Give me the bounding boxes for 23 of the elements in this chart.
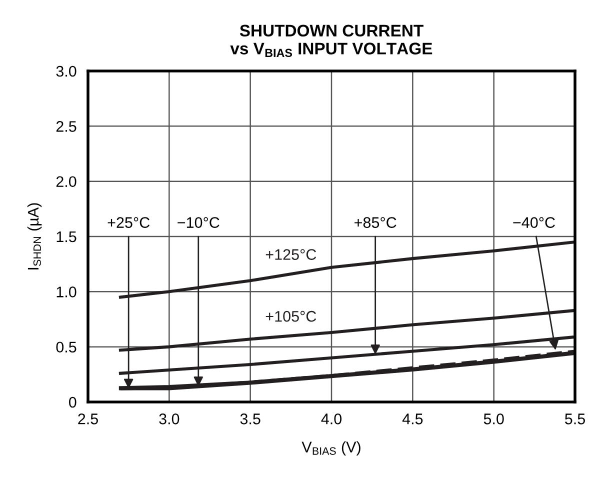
y-axis-title: I$_{SHDN}$ (µA) xyxy=(27,203,42,270)
x-tick-label: 3.0 xyxy=(159,414,180,424)
x-tick-label: 5.5 xyxy=(564,414,585,424)
series-label: +105°C xyxy=(266,310,316,322)
series-label: +125°C xyxy=(266,249,316,260)
x-tick-label: 4.5 xyxy=(402,414,423,424)
x-tick-label: 4.0 xyxy=(321,414,342,424)
y-tick-label: 3.0 xyxy=(56,66,76,77)
annotation: +85°C xyxy=(354,217,396,228)
x-tick-label: 3.5 xyxy=(240,414,260,424)
annotation: −40°C xyxy=(513,217,555,228)
chart-title: SHUTDOWN CURRENT vs V$_{BIAS}$ INPUT VOLTAGE xyxy=(230,24,432,58)
y-tick-label: 2.0 xyxy=(56,176,76,188)
y-tick-label: 0 xyxy=(68,396,76,408)
x-axis-title: V$_{BIAS}$ (V) xyxy=(302,441,360,456)
annotation: −10°C xyxy=(178,217,220,228)
y-tick-label: 2.5 xyxy=(56,121,76,132)
x-tick-label: 2.5 xyxy=(78,414,98,424)
x-tick-label: 5.0 xyxy=(484,414,504,424)
y-tick-label: 0.5 xyxy=(56,342,76,353)
y-tick-label: 1.0 xyxy=(56,286,76,298)
y-tick-label: 1.5 xyxy=(56,232,76,242)
annotation: +25°C xyxy=(108,217,150,228)
